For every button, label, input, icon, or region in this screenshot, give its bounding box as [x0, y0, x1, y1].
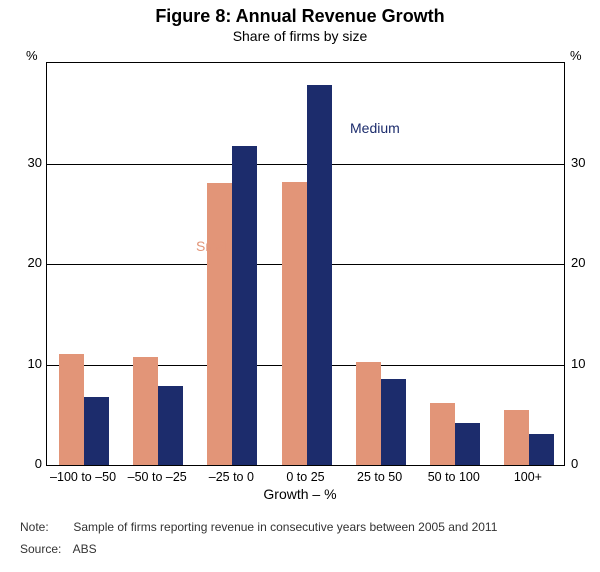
note-text: Sample of firms reporting revenue in con…	[73, 520, 573, 534]
figure-container: Figure 8: Annual Revenue Growth Share of…	[0, 0, 600, 572]
x-tick: –100 to –50	[46, 470, 120, 484]
bar-medium	[381, 379, 406, 465]
y-tick-right: 30	[571, 155, 600, 170]
y-unit-right: %	[570, 48, 582, 63]
figure-subtitle: Share of firms by size	[0, 28, 600, 44]
bar-medium	[455, 423, 480, 465]
figure-source: Source: ABS	[20, 542, 97, 556]
source-label: Source:	[20, 542, 70, 556]
series-label-medium: Medium	[350, 120, 400, 136]
source-text: ABS	[73, 542, 97, 556]
plot-area	[46, 62, 565, 466]
y-tick-right: 0	[571, 456, 600, 471]
series-label-small: Small	[196, 238, 231, 254]
figure-title: Figure 8: Annual Revenue Growth	[0, 6, 600, 27]
x-tick: 50 to 100	[417, 470, 491, 484]
y-tick-left: 10	[12, 356, 42, 371]
x-axis-title: Growth – %	[0, 486, 600, 502]
bar-small	[207, 183, 232, 465]
bar-small	[504, 410, 529, 465]
y-unit-left: %	[26, 48, 38, 63]
bar-medium	[84, 397, 109, 465]
y-tick-left: 0	[12, 456, 42, 471]
y-tick-right: 20	[571, 255, 600, 270]
y-tick-left: 20	[12, 255, 42, 270]
bar-medium	[307, 85, 332, 465]
x-tick: –25 to 0	[194, 470, 268, 484]
bar-small	[133, 357, 158, 465]
y-tick-right: 10	[571, 356, 600, 371]
x-tick: 0 to 25	[268, 470, 342, 484]
note-label: Note:	[20, 520, 70, 534]
bar-medium	[232, 146, 257, 465]
bar-small	[282, 182, 307, 465]
gridline	[47, 164, 564, 165]
x-tick: 25 to 50	[343, 470, 417, 484]
bar-medium	[529, 434, 554, 465]
bar-small	[430, 403, 455, 465]
x-tick: –50 to –25	[120, 470, 194, 484]
y-tick-left: 30	[12, 155, 42, 170]
figure-note: Note: Sample of firms reporting revenue …	[20, 520, 573, 534]
bar-small	[356, 362, 381, 466]
bar-small	[59, 354, 84, 465]
bar-medium	[158, 386, 183, 465]
x-tick: 100+	[491, 470, 565, 484]
